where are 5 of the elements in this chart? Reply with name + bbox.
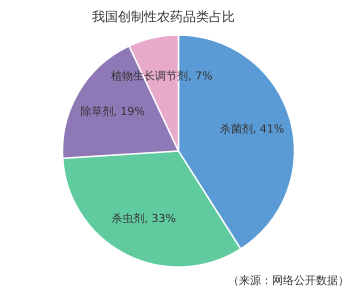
- slice-label: 除草剂, 19%: [80, 105, 145, 118]
- slice-label: 杀虫剂, 33%: [112, 212, 176, 226]
- text: （来源：网络公开数据）: [228, 274, 349, 287]
- slice-label: 杀菌剂, 41%: [220, 122, 284, 136]
- chart-title: 我国创制性农药品类占比: [92, 10, 235, 25]
